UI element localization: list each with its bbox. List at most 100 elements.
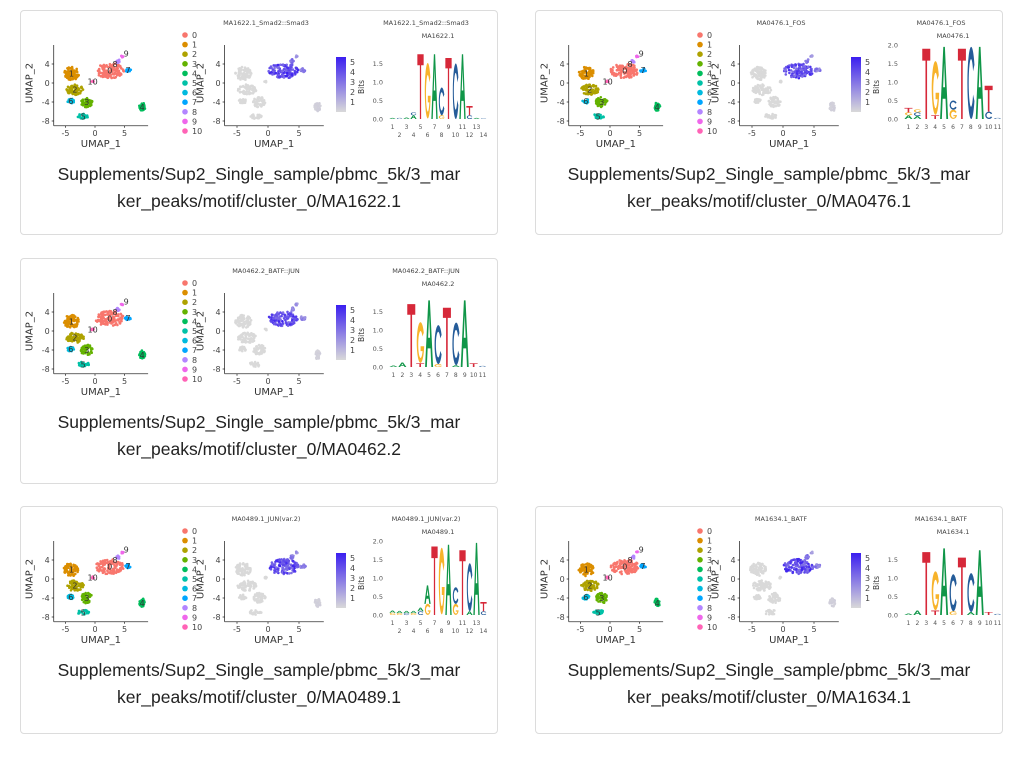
y-axis-label: UMAP_2: [540, 559, 551, 599]
y-tick-label: 4: [216, 60, 221, 69]
logo-letter-C: [466, 115, 473, 119]
umap-point: [73, 93, 77, 96]
umap-point: [290, 73, 294, 76]
umap-point: [759, 70, 763, 74]
umap-point: [66, 317, 69, 321]
umap-point: [143, 104, 146, 107]
cluster-2-points: [66, 579, 85, 592]
umap-point: [765, 87, 769, 91]
umap-point: [749, 71, 753, 74]
umap-point: [290, 571, 293, 575]
logo-letter-A: [425, 300, 434, 367]
logo-position-label: 12: [466, 628, 474, 635]
y-tick-label: 0: [216, 79, 221, 88]
umap-point: [599, 96, 603, 99]
cluster-3-points: [767, 95, 782, 109]
umap-point: [764, 612, 768, 616]
cluster-1-points: [62, 313, 80, 329]
umap-point: [78, 364, 81, 367]
legend-label: 0: [707, 527, 712, 536]
cluster-label-2: 2: [587, 582, 592, 591]
legend-swatch: [182, 318, 188, 325]
umap-point: [244, 589, 247, 592]
y-axis-label: UMAP_2: [196, 63, 207, 103]
colorbar-label: 4: [350, 564, 355, 573]
logo-letter-G: [434, 364, 443, 367]
umap-point: [73, 585, 77, 589]
colorbar-label: 1: [865, 98, 870, 107]
umap-point: [791, 563, 795, 567]
umap-point: [81, 98, 85, 101]
cluster-5-points: [592, 609, 604, 616]
legend-swatch: [182, 299, 188, 305]
legend-swatch: [697, 624, 703, 630]
umap-point: [244, 335, 248, 338]
umap-point: [255, 592, 259, 595]
umap-point: [103, 69, 107, 73]
umap-point: [759, 86, 763, 90]
logo-position-label: 9: [447, 620, 451, 627]
umap-point: [260, 344, 264, 347]
y-tick-label: -8: [213, 613, 221, 622]
umap-point: [105, 64, 108, 67]
umap-point: [803, 559, 806, 562]
umap-point: [593, 91, 597, 95]
legend-label: 8: [707, 604, 712, 613]
x-tick-label: 5: [811, 129, 816, 138]
umap-point: [67, 566, 70, 569]
umap-point: [139, 601, 142, 605]
umap-point: [757, 77, 760, 81]
logo-letter-T: [416, 363, 425, 367]
umap-point: [241, 85, 245, 88]
umap-point: [769, 88, 773, 92]
umap-point: [757, 72, 761, 76]
cluster-label-1: 1: [69, 566, 74, 575]
legend-label: 8: [707, 108, 712, 117]
umap-point: [277, 75, 281, 79]
umap-point: [68, 90, 71, 94]
umap-point: [102, 313, 105, 317]
umap-point: [755, 565, 758, 569]
umap-point: [253, 582, 257, 585]
umap-point: [640, 563, 643, 567]
logo-position-label: 11: [994, 124, 1002, 131]
colorbar-label: 3: [865, 78, 870, 87]
umap-point: [752, 586, 756, 590]
x-tick-label: -5: [62, 625, 70, 634]
logo-y-axis-label: Bits: [357, 576, 366, 590]
logo-letter-A: [389, 117, 396, 119]
umap-point: [111, 63, 114, 67]
umap-point: [269, 568, 273, 571]
logo-letter-T: [469, 363, 478, 367]
umap-point: [243, 584, 247, 587]
umap-point: [766, 91, 770, 95]
umap-point: [263, 346, 267, 350]
legend-label: 8: [192, 356, 197, 365]
umap-point: [590, 579, 593, 583]
umap-point: [632, 66, 636, 69]
logo-letter-A: [904, 115, 913, 119]
legend-swatch: [182, 109, 188, 115]
umap-point: [833, 602, 836, 606]
sequence-logo: MA0489.1_JUN(var.2)MA0489.10.00.51.01.52…: [357, 515, 487, 635]
legend-swatch: [697, 61, 703, 67]
umap-point: [797, 63, 801, 67]
umap-point: [67, 595, 71, 599]
umap-point: [283, 67, 286, 71]
umap-point: [612, 567, 616, 570]
umap-point: [803, 561, 806, 565]
legend-label: 2: [192, 298, 197, 307]
x-tick-label: -5: [62, 129, 70, 138]
umap-point: [294, 563, 298, 567]
umap-point: [67, 100, 70, 104]
legend-swatch: [697, 547, 703, 553]
colorbar-label: 2: [865, 88, 870, 97]
logo-letter-T: [442, 307, 451, 367]
umap-point: [642, 67, 645, 71]
legend-label: 6: [707, 585, 712, 594]
umap-point: [95, 320, 99, 323]
legend-swatch: [697, 528, 703, 534]
feature-plot-title: MA0476.1_FOS: [756, 19, 805, 27]
